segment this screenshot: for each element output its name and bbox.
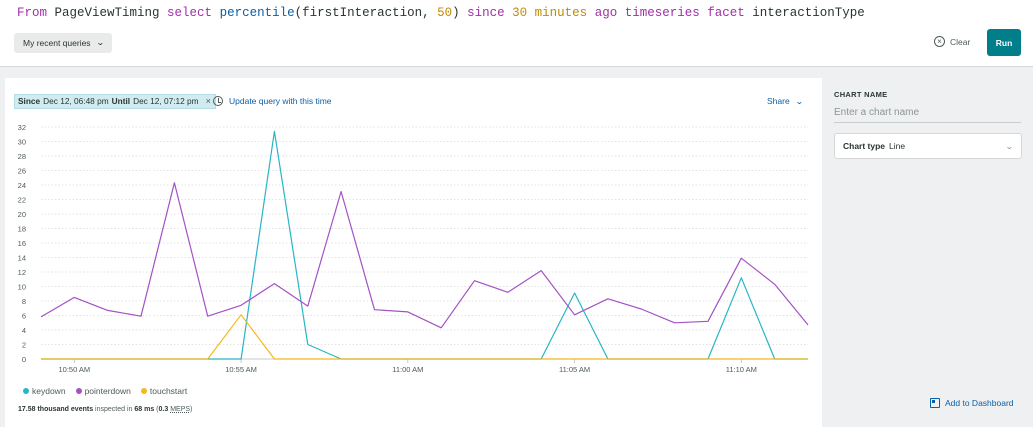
chart-legend: keydown pointerdown touchstart xyxy=(23,386,187,396)
y-tick-label: 24 xyxy=(18,181,26,190)
y-tick-label: 32 xyxy=(18,123,26,132)
query-token: ) xyxy=(452,6,468,20)
y-tick-label: 6 xyxy=(22,312,26,321)
query-token: PageViewTiming xyxy=(54,6,168,20)
legend-dot-icon xyxy=(75,388,82,394)
legend-label: pointerdown xyxy=(84,386,131,396)
legend-item-keydown[interactable]: keydown xyxy=(23,386,66,396)
y-tick-label: 2 xyxy=(22,341,26,350)
inspected-text: inspected in xyxy=(95,406,133,413)
legend-label: keydown xyxy=(32,386,66,396)
y-tick-label: 16 xyxy=(18,239,26,248)
series-line-pointerdown xyxy=(40,182,809,329)
chart-name-label: CHART NAME xyxy=(834,90,888,99)
time-range-chip: Since Dec 12, 06:48 pm Until Dec 12, 07:… xyxy=(14,94,216,109)
dashboard-icon xyxy=(930,398,940,408)
duration-ms: 68 ms xyxy=(134,406,155,413)
y-tick-label: 10 xyxy=(18,283,26,292)
query-token: select xyxy=(167,6,220,20)
clear-label: Clear xyxy=(950,36,971,47)
recent-queries-label: My recent queries xyxy=(23,38,91,48)
chart-type-select[interactable]: Chart type Line ⌄ xyxy=(834,133,1022,159)
query-stats: 17.58 thousand events inspected in 68 ms… xyxy=(18,406,192,413)
chart-name-input[interactable] xyxy=(834,103,1021,123)
since-value: Dec 12, 06:48 pm xyxy=(43,96,109,106)
chevron-down-icon: ⌄ xyxy=(794,96,804,106)
legend-label: touchstart xyxy=(149,386,188,396)
y-tick-label: 12 xyxy=(18,268,26,277)
query-token: ago xyxy=(594,6,625,20)
legend-item-pointerdown[interactable]: pointerdown xyxy=(75,386,131,396)
chevron-down-icon: ⌄ xyxy=(1005,141,1015,151)
query-token: minutes xyxy=(534,6,595,20)
y-tick-label: 4 xyxy=(22,326,26,335)
legend-dot-icon xyxy=(23,388,29,394)
y-tick-label: 8 xyxy=(22,297,26,306)
query-token: since xyxy=(467,6,513,20)
until-label: Until xyxy=(111,96,131,106)
y-tick-label: 26 xyxy=(18,167,26,176)
update-query-time-link[interactable]: Update query with this time xyxy=(213,96,332,106)
y-tick-label: 18 xyxy=(18,225,26,234)
update-query-label: Update query with this time xyxy=(229,96,332,106)
query-token: (firstInteraction, xyxy=(294,6,438,20)
meps-value: 0.3 xyxy=(158,406,169,413)
legend-item-touchstart[interactable]: touchstart xyxy=(140,386,188,396)
clear-circle-icon: × xyxy=(934,36,945,47)
chart-panel: Since Dec 12, 06:48 pm Until Dec 12, 07:… xyxy=(5,78,822,427)
query-panel: From PageViewTiming select percentile(fi… xyxy=(0,0,1033,67)
legend-dot-icon xyxy=(140,388,147,394)
until-value: Dec 12, 07:12 pm xyxy=(133,96,199,106)
chart-type-value: Line xyxy=(889,141,906,151)
y-tick-label: 22 xyxy=(18,196,26,205)
since-label: Since xyxy=(18,96,41,106)
recent-queries-dropdown[interactable]: My recent queries ⌄ xyxy=(14,33,113,53)
run-button[interactable]: Run xyxy=(987,29,1021,56)
series-line-keydown xyxy=(41,130,808,360)
meps-open: ( xyxy=(156,406,159,413)
series-line-touchstart xyxy=(41,314,808,360)
x-tick-label: 10:50 AM xyxy=(58,365,90,374)
query-token: timeseries xyxy=(624,6,708,20)
query-token: From xyxy=(17,6,55,20)
nrql-query-editor[interactable]: From PageViewTiming select percentile(fi… xyxy=(17,6,865,20)
clock-icon xyxy=(213,96,223,106)
chevron-down-icon: ⌄ xyxy=(95,38,105,47)
query-token: 50 xyxy=(437,6,453,20)
share-label: Share xyxy=(767,96,790,106)
y-tick-label: 28 xyxy=(18,152,26,161)
remove-time-range-icon[interactable]: × xyxy=(205,96,211,106)
y-tick-label: 20 xyxy=(18,210,26,219)
x-tick-label: 11:10 AM xyxy=(726,365,757,374)
chart-type-label: Chart type xyxy=(843,141,886,151)
query-token: facet xyxy=(707,6,753,20)
events-count: 17.58 thousand events xyxy=(18,406,94,413)
meps-close: ) xyxy=(190,406,193,413)
add-to-dashboard-button[interactable]: Add to Dashboard xyxy=(930,398,1014,408)
x-tick-label: 11:00 AM xyxy=(392,365,423,374)
query-token: percentile xyxy=(219,6,295,20)
query-token: interactionType xyxy=(752,6,865,20)
y-tick-label: 0 xyxy=(22,355,26,364)
y-tick-label: 14 xyxy=(18,254,26,263)
meps-unit: MEPS xyxy=(170,406,191,413)
x-tick-label: 10:55 AM xyxy=(225,365,257,374)
x-tick-label: 11:05 AM xyxy=(559,365,590,374)
share-button[interactable]: Share ⌄ xyxy=(767,96,804,106)
chart-settings-panel: CHART NAME Chart type Line ⌄ Add to Dash… xyxy=(823,78,1033,427)
clear-button[interactable]: × Clear xyxy=(934,36,970,47)
add-dashboard-label: Add to Dashboard xyxy=(945,398,1014,408)
y-tick-label: 30 xyxy=(18,138,26,147)
query-token: 30 xyxy=(512,6,535,20)
